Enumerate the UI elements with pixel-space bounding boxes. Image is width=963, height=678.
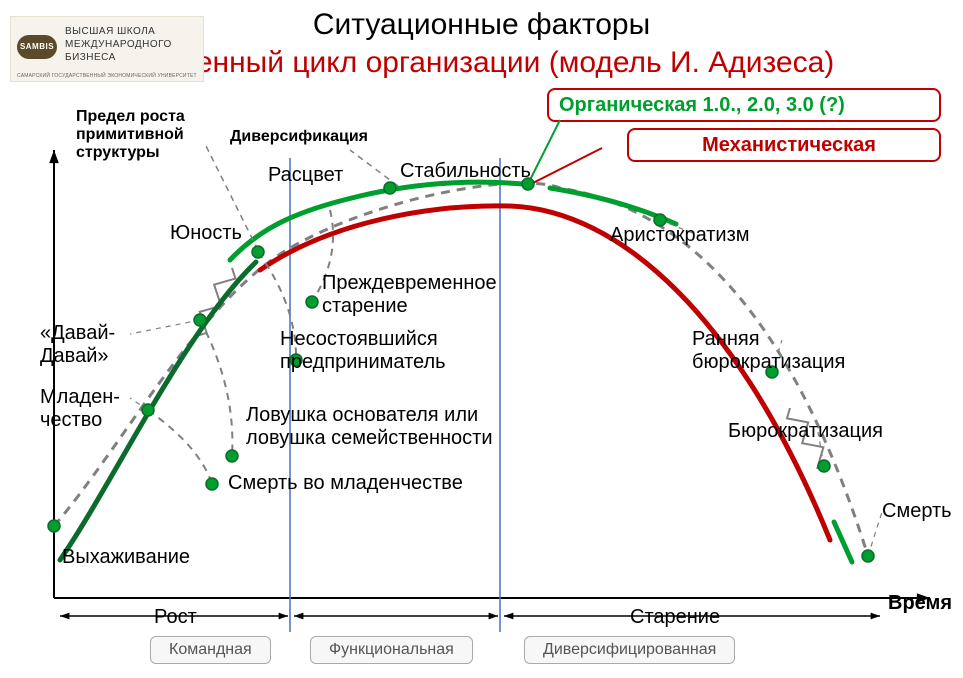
stage-label: Несостоявшийсяпредприниматель <box>280 328 446 374</box>
stage-label: Бюрократизация <box>728 420 883 443</box>
stage-label: Преждевременноестарение <box>322 272 497 318</box>
stage-label: Юность <box>170 222 242 245</box>
stage-label: Младен-чество <box>40 386 120 432</box>
stage-label: «Давай-Давай» <box>40 322 115 368</box>
axis-section-aging: Старение <box>630 606 720 629</box>
stage-label: Ловушка основателя илиловушка семействен… <box>246 404 493 450</box>
structure-box-1: Командная <box>150 636 271 664</box>
axis-x-label: Время <box>888 592 952 615</box>
axis-section-growth: Рост <box>154 606 197 629</box>
stage-label: Аристократизм <box>610 224 750 247</box>
annotation-diversification: Диверсификация <box>230 128 368 146</box>
structure-box-3: Диверсифицированная <box>524 636 735 664</box>
annotation-growth-limit: Предел ростапримитивнойструктуры <box>76 108 185 162</box>
stage-label: Ранняябюрократизация <box>692 328 845 374</box>
structure-box-2: Функциональная <box>310 636 473 664</box>
stage-label: Выхаживание <box>62 546 190 569</box>
stage-label: Смерть <box>882 500 952 523</box>
stage-label: Стабильность <box>400 160 531 183</box>
stage-label: Расцвет <box>268 164 343 187</box>
stage-label: Смерть во младенчестве <box>228 472 463 495</box>
